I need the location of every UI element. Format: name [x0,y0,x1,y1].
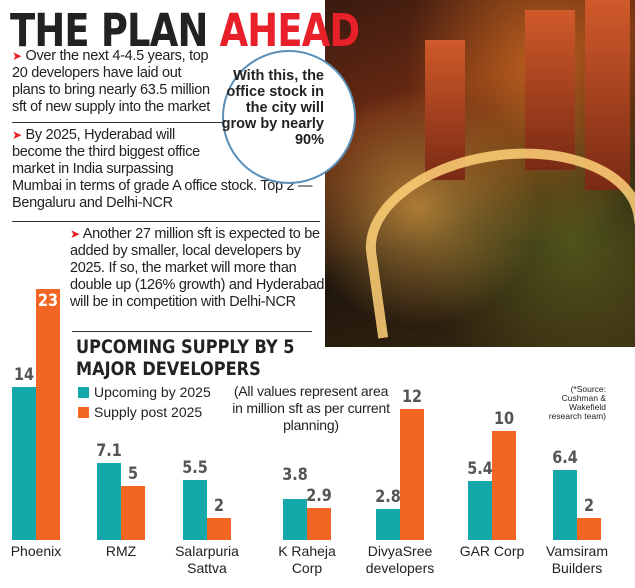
data-label: 6.4 [552,448,578,469]
bar-upcoming-2025 [376,509,400,540]
bar-post-2025 [207,518,231,540]
bullet-1: ➤ Over the next 4-4.5 years, top 20 deve… [12,48,211,115]
bar-post-2025 [400,409,424,540]
arrow-icon: ➤ [12,128,22,142]
bar-upcoming-2025 [183,480,207,540]
data-label: 2 [213,496,225,517]
bar-upcoming-2025 [553,470,577,540]
data-label: 3.8 [282,465,308,486]
city-night-photo [325,0,635,347]
data-label: 2 [583,496,595,517]
bar-upcoming-2025 [283,498,307,540]
arrow-icon: ➤ [12,49,22,63]
legend-item-post: Supply post 2025 [78,404,202,420]
category-label: Phoenix [10,543,62,559]
bullet-3: ➤ Another 27 million sft is expected to … [70,226,325,310]
chart-note: (All values represent area in million sf… [232,383,390,433]
callout-text: With this, the office stock in the city … [221,68,324,148]
data-label: 5 [127,463,139,484]
bar-post-2025 [121,485,145,540]
chart-title: UPCOMING SUPPLY BY 5 MAJOR DEVELOPERS [76,336,295,380]
category-label: DivyaSree developers [365,543,435,576]
data-label: 10 [493,409,515,429]
data-label: 5.5 [182,458,208,479]
category-label: Salarpuria Sattva [175,543,239,576]
bar-post-2025 [307,508,331,540]
bar-post-2025 [577,518,601,540]
bar-upcoming-2025 [12,387,36,540]
category-label: RMZ [105,543,137,559]
bar-post-2025 [492,431,516,540]
data-label: 14 [13,365,35,386]
legend-swatch [78,386,89,398]
data-label: 12 [401,387,423,408]
category-label: Vamsiram Builders [546,543,608,576]
data-label: 5.4 [467,459,493,480]
data-label: 2.9 [306,486,332,507]
bar-upcoming-2025 [97,462,121,540]
callout-circle [222,50,356,184]
divider [12,221,320,222]
legend-item-upcoming: Upcoming by 2025 [78,384,211,400]
category-label: GAR Corp [459,543,525,559]
data-label: 2.8 [375,487,401,508]
bar-upcoming-2025 [468,481,492,540]
arrow-icon: ➤ [70,227,80,241]
data-label: 7.1 [96,440,122,461]
category-label: K Raheja Corp [278,543,336,576]
bullet-2: ➤ By 2025, Hyderabad will become the thi… [12,127,313,211]
data-label: 23 [37,291,59,312]
bar-post-2025 [36,289,60,540]
source-note: (*Source: Cushman & Wakefield research t… [548,384,606,421]
divider [12,122,222,123]
headline: THE PLAN AHEAD [10,4,360,57]
divider [72,331,312,332]
legend-swatch [78,406,89,418]
